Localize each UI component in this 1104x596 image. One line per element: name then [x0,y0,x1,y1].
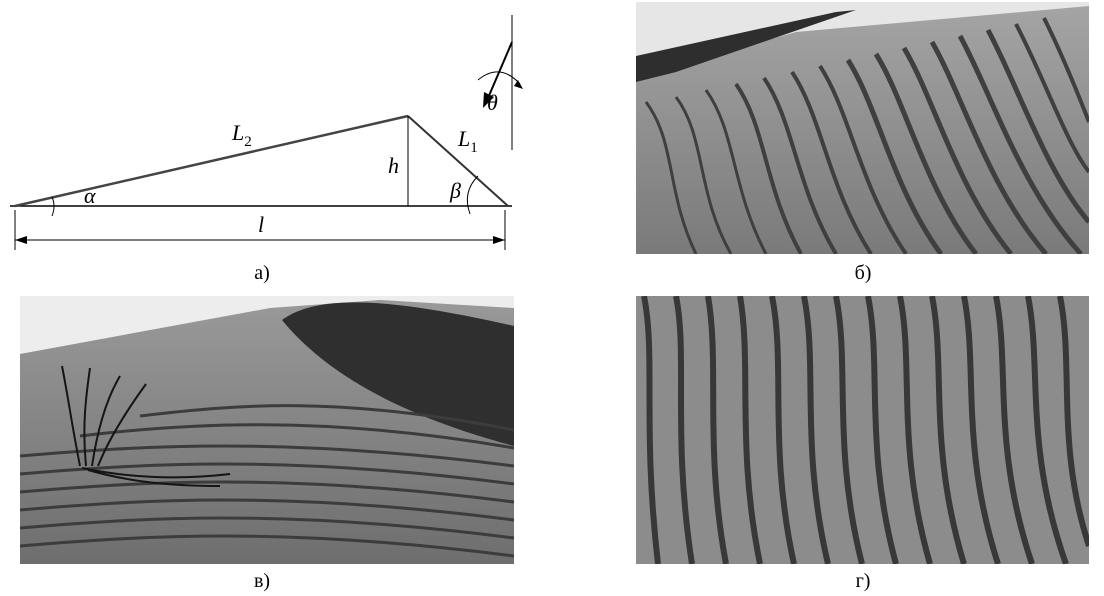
theta-arc [477,71,521,85]
desert-plant [61,365,231,487]
L2-label: L2 [231,120,252,150]
alpha-arc [51,196,55,217]
panel-a-diagram: θ L2 L1 h α β l [0,0,560,250]
ripple-lines-g [641,296,1089,564]
caption-g: г) [855,570,871,592]
caption-b: б) [854,262,872,284]
wind-direction-arrow [487,41,513,99]
leeward-slope-L1 [407,115,509,207]
caption-v: в) [253,570,271,592]
alpha-label: α [84,183,96,208]
beta-arc [466,175,479,215]
sky-area [636,2,1089,78]
dune-slip-face-shadow [282,302,514,446]
wind-arrowhead [483,92,494,108]
L1-label: L1 [457,126,478,156]
theta-arc-arrowhead [514,80,523,89]
caption-a: а) [254,262,270,284]
dune-crest-shadow [636,10,856,82]
sky-area [20,296,514,354]
l-label: l [258,212,264,237]
ripple-lines-v [20,404,514,558]
ripple-lines-b [644,17,1089,254]
h-label: h [388,153,399,178]
theta-label: θ [487,90,498,115]
sand-ripples-photo-b [636,2,1089,254]
sand-ripples-closeup-photo-g [636,296,1089,564]
panel-b-photo [636,2,1089,254]
panel-g-photo [636,296,1089,564]
windward-slope-L2 [14,114,409,208]
dimension-arrow-left [15,236,27,244]
dune-profile-diagram: θ L2 L1 h α β l [10,15,523,250]
beta-label: β [449,178,461,203]
dimension-arrow-right [493,236,505,244]
panel-v-photo [20,296,514,564]
dune-with-plant-photo-v [20,296,514,564]
